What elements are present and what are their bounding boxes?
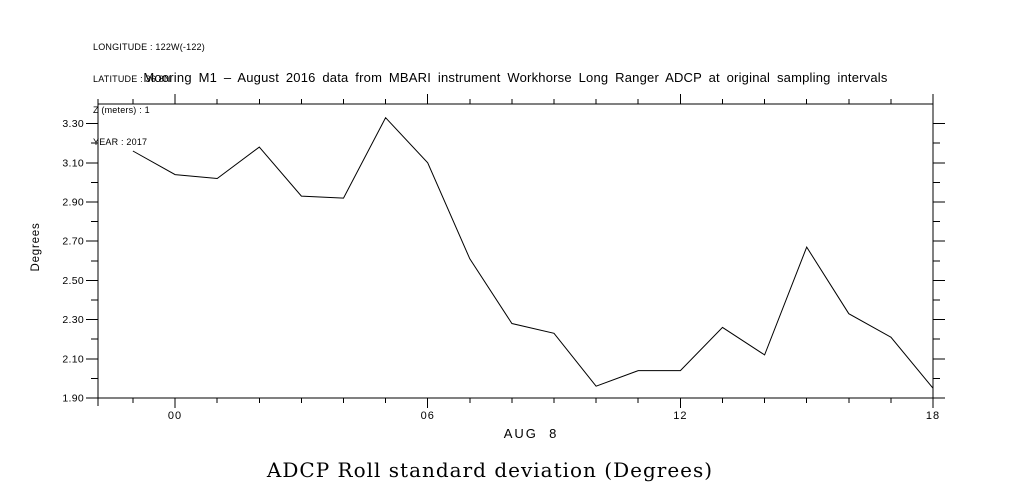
- tick-labels: 00 06 12 18 1.90 2.10 2.30 2.50 2.70 2.90 3.10 3.30: [62, 118, 940, 422]
- svg-text:2.70: 2.70: [62, 236, 84, 248]
- axis-ticks: [86, 94, 945, 408]
- meta-year: YEAR : 2017: [93, 136, 148, 147]
- figure-caption: ADCP Roll standard deviation (Degrees): [266, 458, 714, 482]
- svg-text:3.10: 3.10: [62, 157, 84, 169]
- svg-text:1.90: 1.90: [62, 393, 84, 405]
- plot-title: Mooring M1 – August 2016 data from MBARI…: [143, 70, 888, 85]
- meta-latitude: LATITUDE : 36.8N: [93, 73, 171, 84]
- meta-depth: Z (meters) : 1: [93, 105, 150, 115]
- svg-text:2.90: 2.90: [62, 197, 84, 209]
- meta-longitude: LONGITUDE : 122W(-122): [93, 42, 205, 52]
- svg-text:2.50: 2.50: [62, 275, 84, 287]
- plot-frame: [97, 99, 934, 406]
- x-axis-label: AUG 8: [503, 426, 559, 441]
- header-metadata: LONGITUDE : 122W(-122) LATITUDE : 36.8N …: [93, 21, 205, 168]
- svg-text:3.30: 3.30: [62, 118, 84, 130]
- svg-text:2.30: 2.30: [62, 314, 84, 326]
- svg-text:18: 18: [926, 410, 940, 422]
- data-line: [132, 116, 934, 389]
- svg-text:00: 00: [168, 410, 182, 422]
- svg-text:12: 12: [673, 410, 687, 422]
- svg-text:2.10: 2.10: [62, 353, 84, 365]
- svg-text:06: 06: [421, 410, 435, 422]
